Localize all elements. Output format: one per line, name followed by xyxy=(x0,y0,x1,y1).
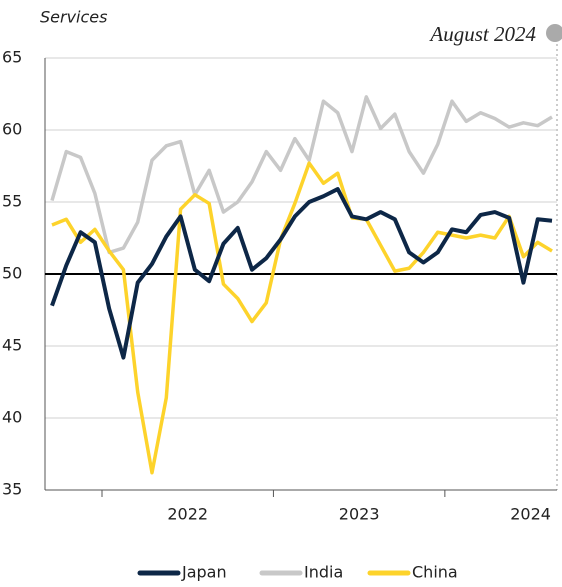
marker-dot xyxy=(546,24,562,42)
legend-label: Japan xyxy=(181,563,227,582)
series-line xyxy=(50,187,553,360)
legend-label: China xyxy=(412,563,458,582)
y-tick-label: 35 xyxy=(2,480,22,499)
y-tick-label: 65 xyxy=(2,48,22,67)
annotation: August 2024 xyxy=(428,22,536,46)
chart-title: Services xyxy=(40,8,107,27)
legend-label: India xyxy=(304,563,343,582)
y-tick-label: 40 xyxy=(2,408,22,427)
x-tick-label: 2023 xyxy=(339,505,380,524)
x-tick-label: 2022 xyxy=(167,505,208,524)
y-tick-label: 45 xyxy=(2,336,22,355)
series-line xyxy=(51,161,553,475)
series-line xyxy=(50,95,553,255)
x-tick-label: 2024 xyxy=(510,505,551,524)
y-tick-label: 55 xyxy=(2,192,22,211)
y-tick-label: 60 xyxy=(2,120,22,139)
y-tick-label: 50 xyxy=(2,264,22,283)
